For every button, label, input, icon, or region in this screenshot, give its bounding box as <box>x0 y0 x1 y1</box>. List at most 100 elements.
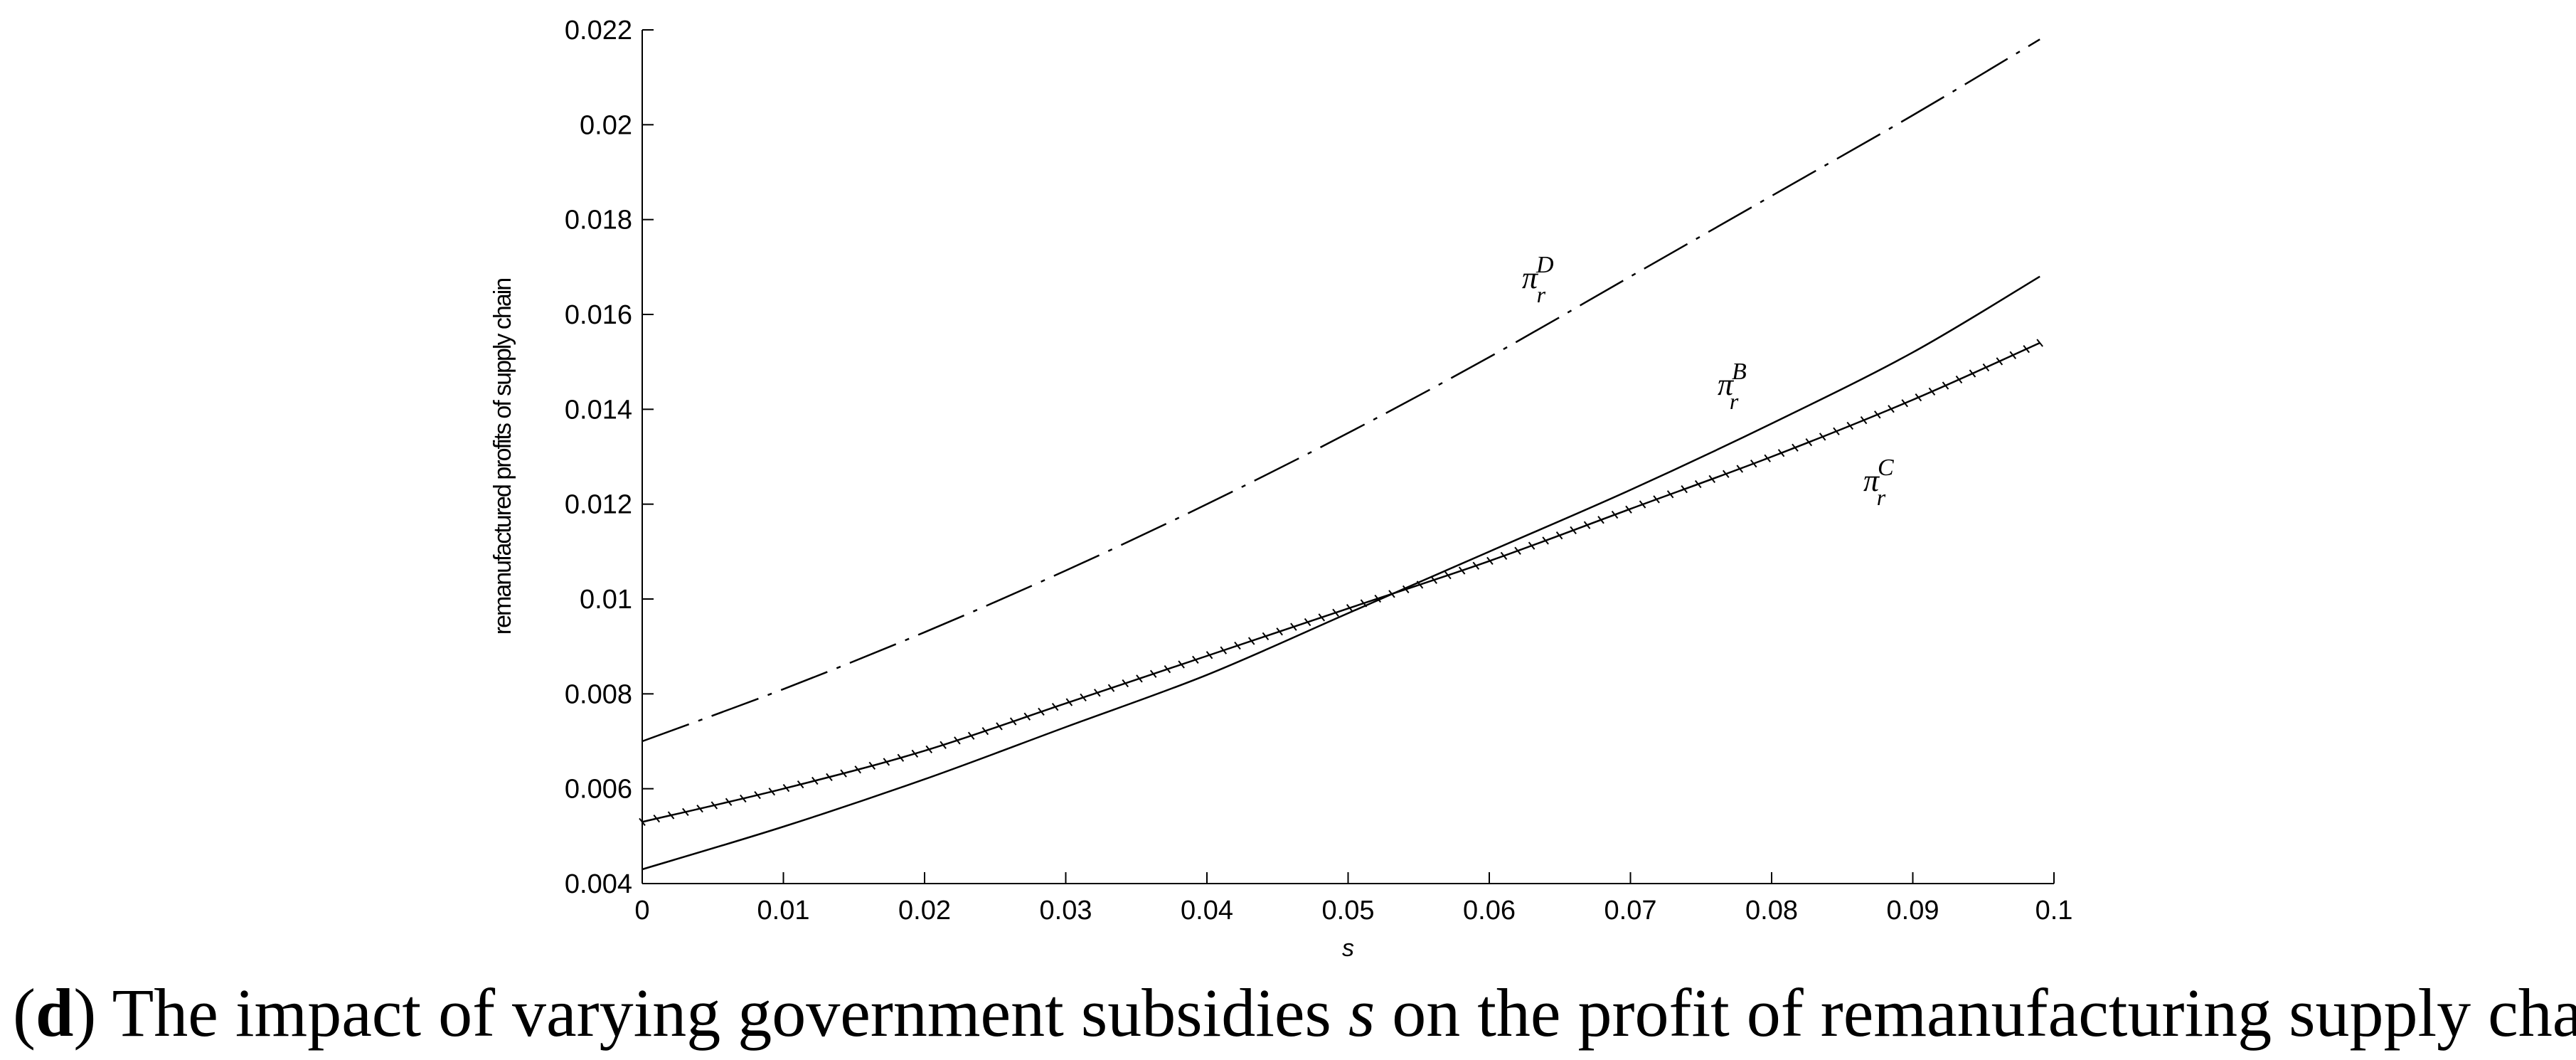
x-tick-label: 0.03 <box>1040 896 1092 926</box>
series-line <box>642 38 2040 743</box>
series-label-sup: C <box>1878 455 1894 481</box>
series-marker <box>1023 712 1031 721</box>
series-marker <box>1694 479 1702 489</box>
series-marker <box>1051 703 1059 711</box>
series-marker <box>1080 693 1087 702</box>
x-tick-label: 0.02 <box>898 896 951 926</box>
plot-area: 0.004 0.006 0.008 0.01 0.012 0.014 0.016 0.018 0… <box>565 16 2073 926</box>
series-marker <box>981 726 989 736</box>
series-label-sub: r <box>1730 388 1739 414</box>
series-marker <box>1570 526 1577 534</box>
series-marker <box>967 731 975 740</box>
series-marker <box>1777 449 1785 457</box>
y-tick-label: 0.01 <box>580 585 632 615</box>
series-label-sup: D <box>1536 252 1554 278</box>
series-marker <box>1611 510 1619 519</box>
series-marker <box>1708 475 1716 484</box>
x-tick-label: 0.04 <box>1181 896 1233 926</box>
series-marker <box>1639 500 1646 509</box>
series-marker <box>826 773 833 781</box>
series-marker <box>1996 357 2003 366</box>
x-tick-label: 0.06 <box>1463 896 1516 926</box>
series-marker <box>754 790 761 800</box>
series-marker <box>1458 566 1466 575</box>
series-group <box>639 38 2043 871</box>
series-marker <box>811 776 819 785</box>
series-marker <box>1486 556 1494 565</box>
x-ticks: 0 0.01 0.02 0.03 0.04 0.05 0.06 0.07 0.08 0.09 0.1 <box>634 872 2072 926</box>
series-marker <box>1819 433 1826 441</box>
series-line <box>642 341 2040 823</box>
series-label-base: π <box>1522 260 1539 295</box>
series-marker <box>1625 505 1632 514</box>
series-marker <box>1094 689 1101 697</box>
series-marker <box>1555 531 1563 540</box>
series-marker <box>1065 698 1073 706</box>
x-tick-label: 0.05 <box>1322 896 1375 926</box>
series-marker <box>1915 393 1922 402</box>
x-tick-label: 0 <box>634 896 649 926</box>
series-marker <box>1860 416 1868 425</box>
series-marker <box>1597 516 1604 524</box>
series-marker <box>667 811 675 820</box>
series-marker <box>696 805 703 813</box>
series-marker <box>710 801 718 810</box>
series-marker <box>1234 641 1241 650</box>
y-tick-label: 0.012 <box>565 490 632 520</box>
series-label-sub: r <box>1877 484 1886 510</box>
series-marker <box>1276 627 1283 636</box>
series-marker <box>1955 375 1963 384</box>
series-marker <box>1928 387 1936 396</box>
series-label: πD r <box>1522 252 1554 307</box>
series-marker <box>1178 660 1185 669</box>
x-tick-label: 0.08 <box>1745 896 1798 926</box>
series-marker <box>1038 707 1045 716</box>
series-marker <box>954 736 961 745</box>
x-tick-label: 0.1 <box>2035 896 2073 926</box>
series-marker <box>1514 546 1521 555</box>
series-marker <box>1009 717 1017 726</box>
series-marker <box>1374 594 1381 603</box>
series-marker <box>1472 561 1480 570</box>
y-tick-label: 0.018 <box>565 206 632 235</box>
series-marker <box>854 765 861 774</box>
series-marker <box>1666 490 1674 499</box>
y-tick-label: 0.004 <box>565 869 632 899</box>
series-marker <box>1982 363 1990 372</box>
series-marker <box>840 769 847 778</box>
series-marker <box>996 722 1003 731</box>
series-marker <box>653 815 661 823</box>
y-ticks: 0.004 0.006 0.008 0.01 0.012 0.014 0.016 0.018 0… <box>565 16 654 899</box>
series-marker <box>782 784 790 793</box>
series-marker <box>2009 351 2017 359</box>
series-marker <box>1969 369 1976 378</box>
series-marker <box>1736 465 1744 473</box>
series-marker <box>1444 571 1452 580</box>
series-marker <box>1290 622 1297 631</box>
series-marker <box>1205 651 1213 659</box>
series-marker <box>1332 608 1339 617</box>
series-marker <box>740 794 747 803</box>
y-tick-label: 0.016 <box>565 300 632 330</box>
series-marker <box>940 741 947 749</box>
series-marker <box>2036 339 2043 347</box>
series-marker <box>868 761 876 770</box>
series-marker <box>639 817 646 826</box>
series-marker <box>1107 684 1115 692</box>
caption-letter: d <box>35 975 74 1051</box>
series-marker <box>1874 410 1881 419</box>
series-marker <box>1149 669 1157 678</box>
x-tick-label: 0.01 <box>757 896 810 926</box>
series-marker <box>1500 551 1508 560</box>
x-tick-label: 0.07 <box>1604 896 1657 926</box>
series-marker <box>1846 421 1854 430</box>
caption-text-after: on the profit of remanufacturing supply … <box>1375 975 2576 1051</box>
series-marker <box>1220 646 1228 654</box>
series-marker <box>1122 679 1129 688</box>
series-marker <box>1681 485 1688 494</box>
series-marker <box>1833 427 1840 435</box>
x-axis-label: s <box>1342 935 1354 962</box>
series-marker <box>797 780 804 789</box>
series-marker <box>1888 405 1895 413</box>
y-tick-label: 0.008 <box>565 679 632 709</box>
